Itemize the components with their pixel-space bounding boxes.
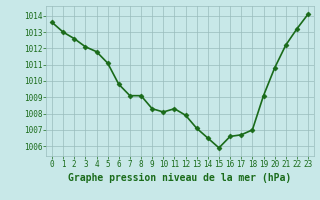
X-axis label: Graphe pression niveau de la mer (hPa): Graphe pression niveau de la mer (hPa) bbox=[68, 173, 292, 183]
